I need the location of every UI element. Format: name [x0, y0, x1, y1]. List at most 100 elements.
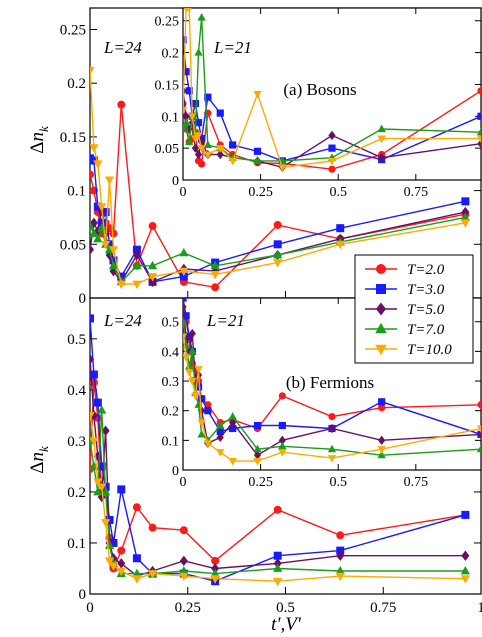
- panel-b-point-t-10-0: [108, 562, 119, 571]
- panel-a-inset-point-t-5-0: [188, 117, 196, 128]
- y-axis-title-delta: Δ: [27, 142, 48, 154]
- panel-b-inset-point-t-10-0: [253, 458, 262, 466]
- panel-a-inset-point-t-3-0: [477, 112, 481, 120]
- y-axis-title-bottom: Δnk: [27, 446, 51, 474]
- legend-marker-t-2-0: [376, 264, 386, 274]
- panel-a-inset-point-t-7-0: [185, 137, 194, 145]
- panel-a-inset-y-tick-label: 0.05: [155, 142, 180, 157]
- panel-b-point-t-10-0: [97, 483, 107, 492]
- panel-a-point-t-3-0: [461, 197, 470, 206]
- panel-a-inset-point-t-5-0: [183, 111, 190, 121]
- panel-a-point-t-7-0: [460, 212, 470, 221]
- panel-a-point-t-10-0: [460, 219, 470, 228]
- panel-a-point-t-7-0: [179, 247, 189, 257]
- panel-a-inset-point-t-3-0: [253, 147, 262, 155]
- panel-b-point-t-5-0: [273, 558, 282, 569]
- panel-a-point-t-10-0: [210, 270, 220, 280]
- panel-b-inset-point-t-10-0: [183, 333, 188, 342]
- panel-a-inset-point-t-10-0: [327, 157, 337, 166]
- svg-text:Δnk: Δnk: [27, 126, 51, 154]
- panel-a-inset-point-t-7-0: [183, 118, 191, 126]
- panel-b-inset-point-t-7-0: [327, 444, 337, 453]
- panel-b-point-t-2-0: [179, 526, 188, 535]
- panel-a-point-t-10-0: [90, 144, 99, 153]
- panel-a-inset-y-tick-label: 0.1: [162, 110, 180, 125]
- panel-a-inset-point-t-10-0: [183, 8, 189, 13]
- panel-b-inset-point-t-5-0: [253, 450, 262, 460]
- panel-b-point-t-7-0: [104, 540, 115, 549]
- panel-b-inset-point-t-10-0: [183, 354, 191, 362]
- panel-b-inset-x-tick-label: 0.75: [404, 475, 429, 490]
- legend-label-t-7-0: T=7.0: [407, 322, 445, 338]
- panel-b-inset-point-t-2-0: [328, 413, 336, 421]
- panel-a-inset-point-t-3-0: [183, 68, 190, 76]
- panel-a-y-tick-label: 0.2: [67, 76, 86, 92]
- panel-b-inset-y-tick-label: 0.2: [162, 405, 180, 420]
- panel-b-point-t-7-0: [101, 486, 111, 496]
- panel-b-point-t-10-0: [90, 411, 95, 421]
- panel-b-system-size-label: L=24: [103, 311, 142, 330]
- panel-b-point-t-7-0: [210, 568, 220, 577]
- svg-text:Δnk: Δnk: [27, 446, 51, 474]
- panel-b-inset-point-t-3-0: [253, 421, 262, 430]
- panel-a-point-t-2-0: [90, 170, 94, 179]
- panel-b-inset-point-t-3-0: [194, 383, 203, 391]
- panel-a-point-t-3-0: [132, 245, 141, 254]
- panel-a-inset-point-t-3-0: [204, 93, 212, 101]
- panel-b-point-t-10-0: [460, 575, 470, 584]
- panel-b-inset-point-t-7-0: [216, 421, 225, 429]
- panel-b-inset-point-t-7-0: [377, 450, 386, 459]
- panel-a-inset-point-t-2-0: [328, 165, 336, 173]
- legend-marker-t-10-0: [375, 344, 387, 356]
- panel-a-inset-point-t-5-0: [378, 153, 386, 163]
- panel-b-point-t-2-0: [117, 546, 126, 555]
- panel-b-inset-point-t-10-0: [476, 425, 481, 433]
- panel-a-caption: (a) Bosons: [283, 80, 356, 99]
- panel-a-inset-point-t-7-0: [194, 48, 203, 56]
- panel-a-inset-point-t-7-0: [476, 127, 481, 136]
- panel-a-inset-point-t-10-0: [197, 145, 206, 153]
- y-axis-title-sub: k: [36, 126, 51, 132]
- panel-b-inset-point-t-2-0: [378, 404, 386, 412]
- panel-a-point-t-3-0: [179, 272, 188, 281]
- panel-a-point-t-10-0: [108, 246, 119, 255]
- panel-a-point-t-7-0: [90, 221, 95, 230]
- panel-a-inset-y-tick-label: 0.15: [155, 78, 180, 93]
- panel-a-inset-x-tick-label: 0.25: [248, 185, 273, 200]
- panel-a-point-t-10-0: [101, 240, 111, 250]
- panel-a-point-t-10-0: [97, 203, 107, 212]
- panel-b-inset-point-t-7-0: [185, 361, 194, 370]
- panel-b-point-t-10-0: [93, 478, 103, 487]
- panel-b-inset-point-t-3-0: [216, 427, 224, 436]
- panel-b-inset-point-t-10-0: [194, 366, 203, 374]
- panel-b-inset-point-t-7-0: [183, 317, 188, 325]
- panel-b-inset-x-tick-label: 0: [180, 475, 187, 490]
- panel-b-inset-plot-area: [183, 298, 481, 466]
- legend-label-t-5-0: T=5.0: [407, 302, 445, 318]
- panel-b-inset-point-t-5-0: [188, 328, 196, 339]
- panel-b-inset-y-tick-label: 0.5: [162, 316, 180, 331]
- panel-a-point-t-2-0: [117, 100, 126, 109]
- panel-a-inset-point-t-2-0: [477, 87, 481, 95]
- panel-a-point-t-3-0: [101, 208, 110, 217]
- y-axis-title: Δnk: [27, 126, 51, 154]
- panel-b-point-t-5-0: [211, 563, 220, 574]
- panel-a-point-t-5-0: [461, 206, 470, 218]
- panel-a-inset-point-t-3-0: [191, 99, 200, 108]
- panel-a-point-t-3-0: [93, 202, 102, 211]
- panel-b-point-t-3-0: [461, 510, 470, 519]
- panel-a-point-t-7-0: [93, 233, 103, 243]
- panel-b-point-t-7-0: [335, 566, 345, 575]
- panel-a-inset-point-t-5-0: [328, 130, 336, 141]
- panel-b-inset-y-tick-label: 0.1: [162, 434, 180, 449]
- panel-a-point-t-7-0: [273, 250, 283, 259]
- panel-b-point-t-7-0: [460, 566, 470, 575]
- series-layer: 0 0.05 0.1 0.15 0.2 0.25 0 0.25 0.5 0.75 0 0.05 0.1 0…: [60, 7, 482, 616]
- panel-a-plot-area: [90, 66, 470, 292]
- panel-a-inset-point-t-5-0: [191, 143, 200, 153]
- panel-b-plot-area: [90, 314, 470, 587]
- panel-b-point-t-2-0: [336, 531, 345, 540]
- panel-b-inset-point-t-10-0: [278, 449, 287, 457]
- panel-a-inset-y-tick-label: 0: [172, 174, 179, 189]
- panel-b-point-t-7-0: [179, 566, 189, 575]
